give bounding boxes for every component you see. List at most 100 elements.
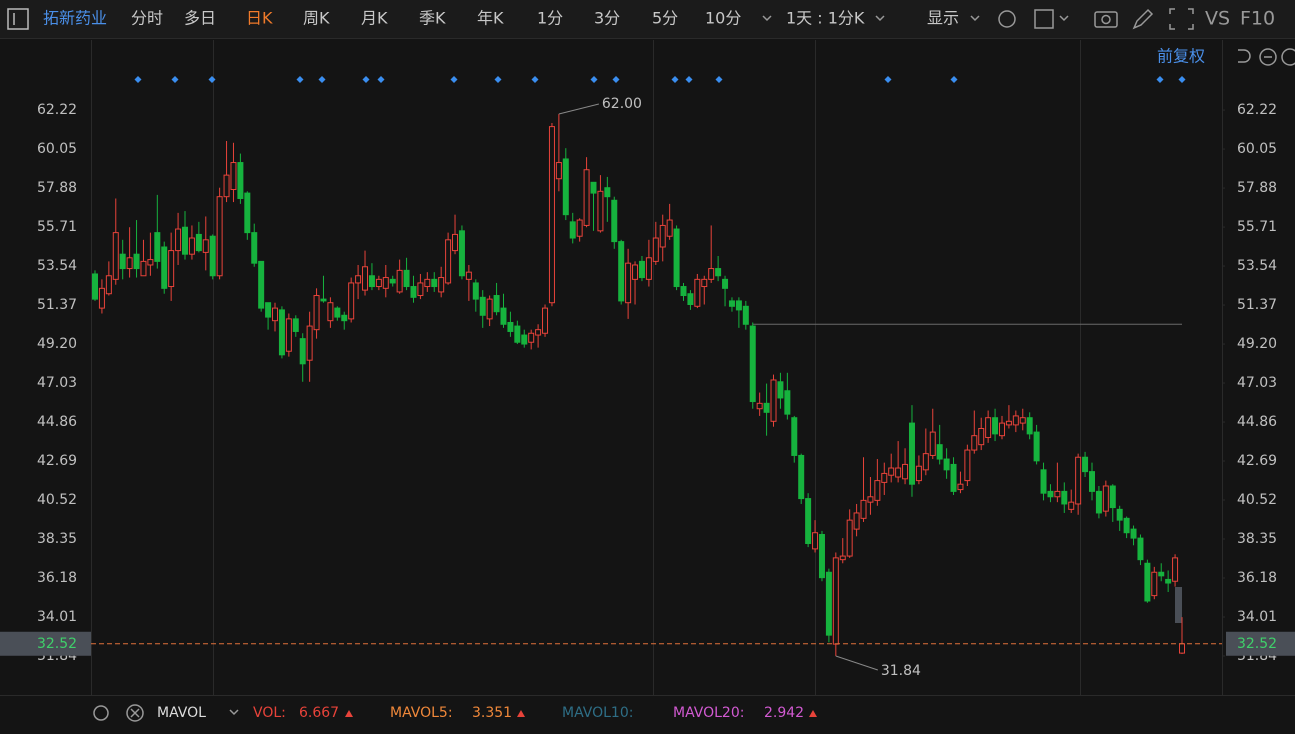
camera-icon[interactable] (1094, 11, 1118, 28)
candle-body (292, 318, 299, 332)
candle-body (874, 480, 881, 501)
period-tab[interactable]: 日K (246, 9, 273, 28)
candle-body (375, 278, 382, 288)
event-marker (171, 76, 179, 83)
display-menu[interactable]: 显示 (927, 9, 959, 28)
y-tick-label-right: 62.22 (1237, 102, 1277, 118)
vs-button[interactable]: VS (1205, 8, 1230, 30)
candle-body (313, 295, 320, 331)
candle-body (223, 174, 230, 198)
candle-body (105, 275, 112, 295)
chevron[interactable] (1059, 15, 1069, 22)
candle-body (452, 233, 459, 252)
candle-body (846, 519, 853, 557)
candle-body (396, 269, 403, 293)
candle-body (1130, 528, 1137, 539)
period-select[interactable]: 1天 : 1分K (786, 9, 865, 28)
event-marker (685, 76, 693, 83)
y-tick-label-right: 34.01 (1237, 609, 1277, 625)
candle-body (341, 314, 348, 322)
y-tick-label-right: 60.05 (1237, 141, 1277, 157)
candle-body (548, 126, 555, 304)
candle-body (929, 431, 936, 456)
period-tab[interactable]: 10分 (705, 9, 741, 28)
candle-body (805, 498, 812, 544)
fullscreen-icon[interactable] (1169, 8, 1194, 30)
undo-icon[interactable] (1238, 49, 1251, 63)
candle-body (244, 192, 251, 234)
period-tab[interactable]: 分时 (131, 9, 163, 28)
zoom-in-icon[interactable] (1281, 48, 1295, 66)
period-tab[interactable]: 年K (477, 9, 504, 28)
candle-body (542, 307, 549, 334)
indicator-settings[interactable] (93, 705, 109, 721)
period-tab[interactable]: 3分 (594, 9, 620, 28)
candle-body (175, 228, 182, 252)
period-tabs: 分时 多日 日K 周K 月K 季K 年K 1分 3分 5分 10分 (131, 9, 741, 28)
pencil-icon[interactable] (1132, 8, 1154, 30)
candle-body (431, 278, 438, 288)
stock-name[interactable]: 拓新药业 (43, 9, 107, 28)
mavol5-value: 3.351 (472, 705, 512, 721)
candle-body (992, 417, 999, 435)
candle-body (486, 298, 493, 320)
chevron[interactable] (875, 15, 885, 22)
period-tab[interactable]: 5分 (652, 9, 678, 28)
candle-body (368, 275, 375, 288)
sidebar-toggle[interactable] (7, 8, 29, 30)
event-marker (362, 76, 370, 83)
candle-body (147, 259, 154, 266)
candle-body (1144, 562, 1151, 602)
draw-box-icon[interactable] (1034, 9, 1054, 29)
candle-body (535, 329, 542, 336)
y-tick-label-left: 51.37 (37, 297, 77, 313)
candle-body (334, 307, 341, 318)
candle-body (818, 534, 825, 579)
candle-body (1158, 571, 1165, 577)
period-tab[interactable]: 1分 (537, 9, 563, 28)
candle-body (154, 232, 161, 262)
candle-body (410, 286, 417, 298)
chevron[interactable] (229, 709, 239, 716)
y-tick-label-left: 49.20 (37, 336, 77, 352)
candle-body (922, 453, 929, 471)
f10-button[interactable]: F10 (1240, 8, 1275, 30)
min-label: 31.84 (881, 663, 921, 679)
period-tab[interactable]: 周K (303, 9, 330, 28)
candle-body (1054, 490, 1061, 498)
candle-body (521, 334, 528, 345)
current-price-box-left (0, 631, 91, 656)
candle-body (320, 298, 327, 302)
candle-body (458, 230, 465, 277)
candle-body (825, 571, 832, 636)
period-tab[interactable]: 季K (419, 9, 446, 28)
adjust-mode[interactable]: 前复权 (1157, 47, 1205, 66)
candle-body (112, 232, 119, 280)
candle-body (424, 278, 431, 288)
event-marker (296, 76, 304, 83)
candle-body (1165, 578, 1172, 584)
period-tab[interactable]: 多日 (184, 9, 216, 28)
y-tick-label-right: 36.18 (1237, 570, 1277, 586)
y-tick-label-right: 47.03 (1237, 375, 1277, 391)
chevron[interactable] (970, 15, 980, 22)
chevron[interactable] (762, 15, 772, 22)
indicator-name[interactable]: MAVOL (157, 705, 206, 721)
candle-body (604, 187, 611, 198)
candle-body (562, 158, 569, 216)
period-tab[interactable]: 月K (361, 9, 388, 28)
candle-body (638, 260, 645, 279)
candle-body (812, 532, 819, 550)
candle-body (119, 253, 126, 270)
candle-body (791, 417, 798, 456)
candle-body (867, 496, 874, 503)
zoom-out-icon[interactable] (1259, 48, 1277, 66)
candle-body (597, 190, 604, 232)
settings-icon[interactable] (998, 10, 1016, 28)
candle-body (728, 300, 735, 307)
event-marker (590, 76, 598, 83)
y-tick-label-right: 49.20 (1237, 336, 1277, 352)
indicator-close[interactable] (126, 704, 144, 722)
candle-body (611, 199, 618, 243)
candle-body (348, 282, 355, 320)
